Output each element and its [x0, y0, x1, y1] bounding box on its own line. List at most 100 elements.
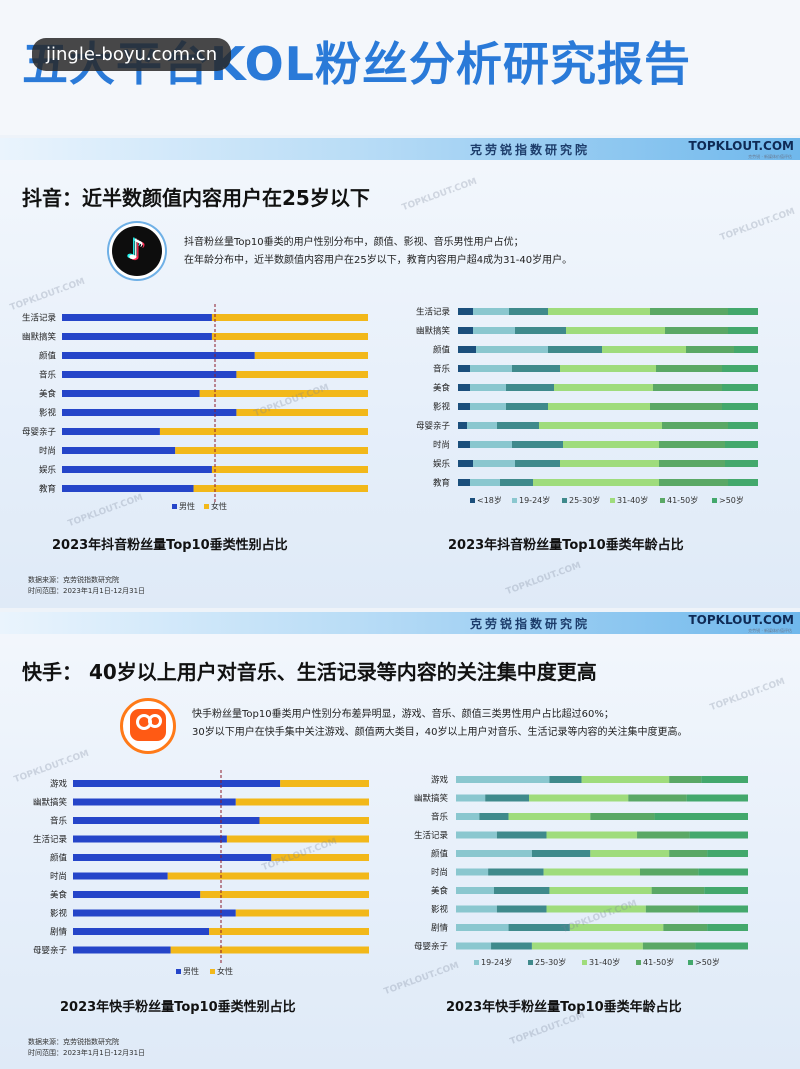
bar-segment [62, 447, 176, 454]
brand-tagline: 克劳锐 · 新媒体价值评估 [748, 154, 792, 159]
bar-segment [669, 776, 702, 783]
bar-segment [493, 887, 550, 894]
bar-segment [650, 403, 722, 410]
bar-segment [642, 942, 696, 950]
legend-label: 31-40岁 [589, 957, 620, 967]
legend-swatch [582, 960, 587, 965]
bar-segment [662, 422, 728, 429]
bar-segment [62, 333, 212, 340]
category-label: 时尚 [431, 867, 448, 878]
section-headline: 抖音：近半数颜值内容用户在25岁以下 [22, 186, 370, 210]
bar-segment [663, 924, 708, 931]
bar-segment [458, 422, 467, 429]
bar-segment [656, 365, 722, 372]
bar-segment [226, 835, 369, 843]
bar-segment [701, 776, 748, 783]
bar-segment [458, 479, 470, 486]
category-label: 美食 [433, 383, 451, 394]
bar-segment [458, 365, 470, 372]
bar-segment [665, 327, 728, 334]
bar-segment [470, 479, 500, 486]
institute-strip: 克劳锐指数研究院 TOPKLOUT.COM 克劳锐 · 新媒体价值评估 [0, 612, 800, 634]
bar-segment [728, 479, 758, 486]
legend-label: >50岁 [695, 957, 720, 967]
category-label: 幽默搞笑 [33, 797, 68, 808]
bar-segment [734, 346, 758, 353]
bar-segment [456, 942, 492, 950]
age-chart-caption: 2023年抖音粉丝量Top10垂类年龄占比 [448, 538, 684, 553]
bar-segment [209, 928, 369, 935]
gender-chart-caption: 2023年快手粉丝量Top10垂类性别占比 [60, 1000, 296, 1015]
category-label: 美食 [431, 886, 449, 897]
category-label: 时尚 [39, 446, 56, 457]
bar-segment [470, 365, 512, 372]
bar-segment [491, 942, 532, 950]
description-line: 抖音粉丝量Top10垂类的用户性别分布中，颜值、影视、音乐男性用户占优； [184, 237, 524, 248]
description-line: 快手粉丝量Top10垂类用户性别分布差异明显，游戏、音乐、颜值三类男性用户占比超… [192, 709, 614, 720]
section-description: 快手粉丝量Top10垂类用户性别分布差异明显，游戏、音乐、颜值三类男性用户占比超… [192, 706, 687, 742]
bar-segment [62, 409, 237, 416]
bar-segment [659, 479, 728, 486]
bar-segment [496, 905, 547, 913]
category-label: 母婴亲子 [414, 941, 449, 952]
bar-segment [458, 308, 473, 315]
category-label: 音乐 [431, 812, 449, 823]
brand-logo: TOPKLOUT.COM [688, 139, 794, 153]
bar-segment [73, 817, 260, 824]
bar-segment [236, 409, 368, 416]
bar-segment [546, 905, 646, 913]
douyin-panel: 克劳锐指数研究院 TOPKLOUT.COM 克劳锐 · 新媒体价值评估 抖音：近… [0, 138, 800, 608]
bar-segment [508, 813, 591, 820]
bar-segment [73, 909, 236, 917]
bar-segment [546, 831, 638, 839]
bar-segment [548, 346, 602, 353]
bar-segment [485, 794, 529, 802]
bar-segment [659, 460, 725, 467]
bar-segment [473, 460, 515, 467]
bar-segment [704, 887, 748, 894]
bar-segment [728, 308, 758, 315]
category-label: 游戏 [50, 779, 68, 790]
bar-segment [62, 352, 255, 359]
source-line: 数据来源：克劳锐指数研究院 [28, 576, 119, 584]
category-label: 教育 [39, 484, 56, 495]
bar-segment [62, 314, 212, 321]
bar-segment [689, 831, 748, 839]
bar-segment [236, 371, 368, 378]
bar-segment [686, 346, 734, 353]
bar-segment [725, 441, 758, 448]
bar-segment [548, 308, 650, 315]
institute-name: 克劳锐指数研究院 [470, 617, 591, 631]
bar-segment [456, 794, 486, 802]
bar-segment [456, 924, 509, 931]
bar-segment [569, 924, 664, 931]
legend-label: 女性 [217, 966, 233, 976]
bar-segment [473, 327, 515, 334]
douyin-logo-icon: ♪ [112, 226, 162, 276]
bar-segment [722, 365, 758, 372]
bar-segment [533, 479, 659, 486]
bar-segment [722, 384, 758, 391]
legend-label: 41-50岁 [667, 495, 698, 505]
category-label: 音乐 [433, 364, 451, 375]
bar-segment [654, 813, 748, 820]
bar-segment [488, 868, 544, 876]
category-label: 生活记录 [414, 830, 449, 841]
category-label: 母婴亲子 [416, 421, 451, 432]
bar-segment [590, 850, 670, 857]
bar-segment [650, 308, 728, 315]
bar-segment [175, 447, 368, 454]
category-label: 颜值 [39, 351, 57, 362]
bar-segment [515, 327, 566, 334]
bar-segment [529, 794, 629, 802]
bar-segment [211, 333, 368, 340]
bar-segment [458, 403, 470, 410]
bar-segment [698, 905, 748, 913]
bar-segment [645, 905, 699, 913]
bar-segment [722, 403, 758, 410]
bar-segment [508, 924, 570, 931]
bar-segment [563, 441, 659, 448]
legend-swatch [528, 960, 533, 965]
bar-segment [512, 441, 563, 448]
legend-swatch [210, 969, 215, 974]
